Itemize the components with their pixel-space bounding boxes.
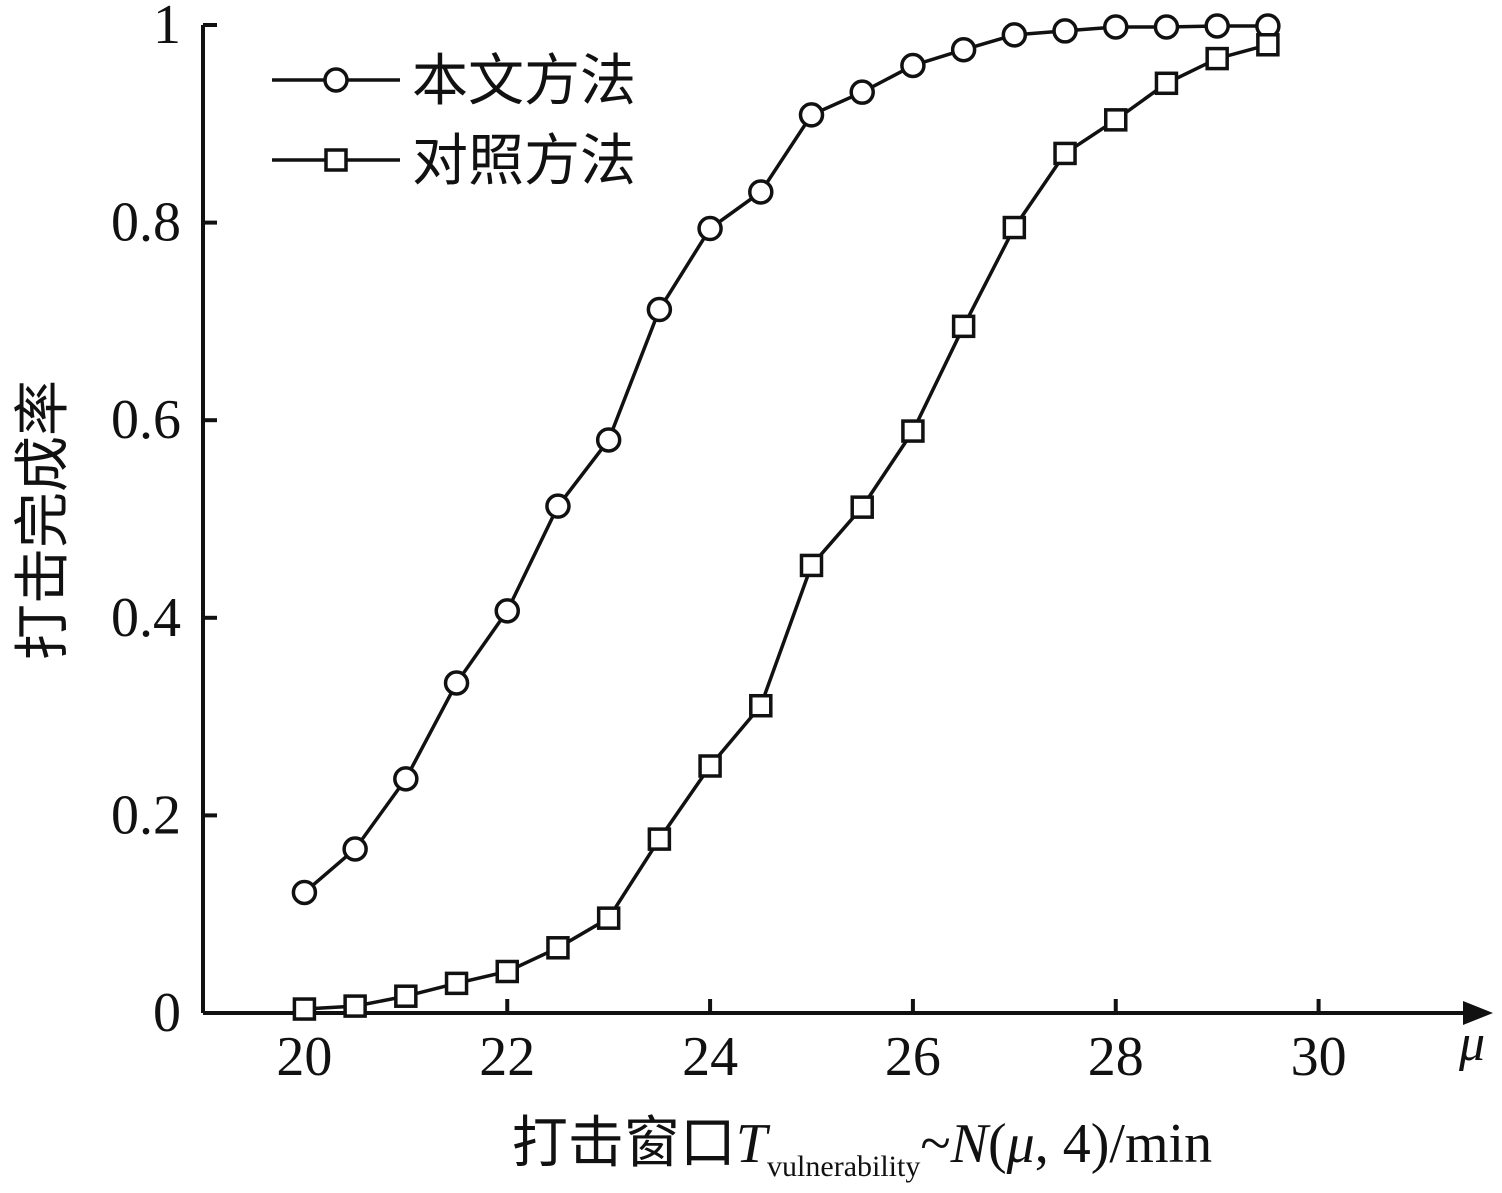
x-axis-label-subscript: vulnerability <box>767 1150 920 1183</box>
square-marker <box>1256 33 1280 57</box>
circle-marker <box>1204 13 1230 39</box>
circle-marker <box>900 52 926 79</box>
circle-marker <box>443 670 470 696</box>
circle-marker <box>1153 14 1180 40</box>
square-marker <box>901 419 925 443</box>
circle-marker <box>1103 14 1129 40</box>
square-marker <box>698 754 722 778</box>
y-tick-label: 0.4 <box>111 587 181 649</box>
square-marker <box>749 693 773 718</box>
circle-marker <box>1052 18 1078 44</box>
circle-marker <box>1001 22 1028 48</box>
square-marker <box>324 148 348 172</box>
x-axis-label-dist: N <box>950 1113 991 1175</box>
series-2 <box>292 33 1280 1021</box>
square-marker <box>1205 46 1229 71</box>
circle-marker <box>646 296 673 323</box>
y-tick-label: 0.2 <box>111 784 181 846</box>
ticks: 0 0.2 0.4 0.6 0.8 1 20 22 24 26 28 30 <box>111 0 1347 1088</box>
square-marker <box>647 827 672 851</box>
circle-marker <box>849 79 875 105</box>
x-tick-label: 24 <box>682 1026 738 1088</box>
series-1 <box>291 13 1281 906</box>
square-marker <box>1154 71 1179 96</box>
circle-marker <box>697 215 723 242</box>
x-axis-label-rest: , 4)/min <box>1035 1113 1212 1175</box>
x-tick-label: 22 <box>479 1026 535 1088</box>
x-axis-label-tilde: ~ <box>920 1113 950 1175</box>
x-axis-label: 打击窗口Tvulnerability~N(μ, 4)/min <box>512 1113 1212 1183</box>
circle-marker <box>494 598 520 624</box>
x-axis-label-param: μ <box>1006 1113 1035 1175</box>
y-axis-label: 打击完成率 <box>13 380 75 660</box>
legend-item: 本文方法 <box>272 51 636 113</box>
x-tick-label: 26 <box>885 1026 941 1088</box>
square-marker <box>444 971 469 996</box>
circle-marker <box>545 493 571 519</box>
circle-marker <box>323 67 349 93</box>
square-marker <box>394 984 418 1008</box>
legend-label: 本文方法 <box>412 51 636 113</box>
circle-marker <box>595 427 622 453</box>
y-tick-label: 0.8 <box>111 192 181 254</box>
circle-marker <box>393 766 419 792</box>
x-axis-label-prefix: 打击窗口 <box>512 1113 736 1175</box>
y-tick-label: 0 <box>153 982 181 1044</box>
legend-item: 对照方法 <box>272 131 636 193</box>
circle-marker <box>748 179 774 205</box>
x-axis-label-symbol: T <box>736 1113 771 1175</box>
x-axis-end-label: μ <box>1458 1015 1485 1072</box>
y-tick-label: 0.6 <box>111 389 181 451</box>
square-marker <box>951 314 976 339</box>
axes <box>201 25 1493 1025</box>
legend-label: 对照方法 <box>412 131 636 193</box>
square-marker <box>850 495 874 519</box>
y-tick-label: 1 <box>153 0 181 56</box>
square-marker <box>1053 141 1077 166</box>
square-marker <box>596 906 621 930</box>
square-marker <box>1104 108 1128 132</box>
square-marker <box>292 997 317 1021</box>
square-marker <box>343 994 367 1018</box>
circle-marker <box>342 836 368 862</box>
x-axis-arrow <box>1463 1001 1493 1025</box>
square-marker <box>1002 215 1027 240</box>
circle-marker <box>798 102 825 128</box>
square-marker <box>799 553 824 578</box>
square-marker <box>546 936 570 960</box>
square-marker <box>495 959 519 984</box>
x-tick-label: 30 <box>1291 1026 1347 1088</box>
x-tick-label: 28 <box>1088 1026 1144 1088</box>
circle-marker <box>950 36 977 63</box>
series-layer <box>291 13 1281 1021</box>
x-axis-label-open: ( <box>988 1113 1007 1175</box>
x-tick-label: 20 <box>276 1026 332 1088</box>
circle-marker <box>291 879 318 906</box>
